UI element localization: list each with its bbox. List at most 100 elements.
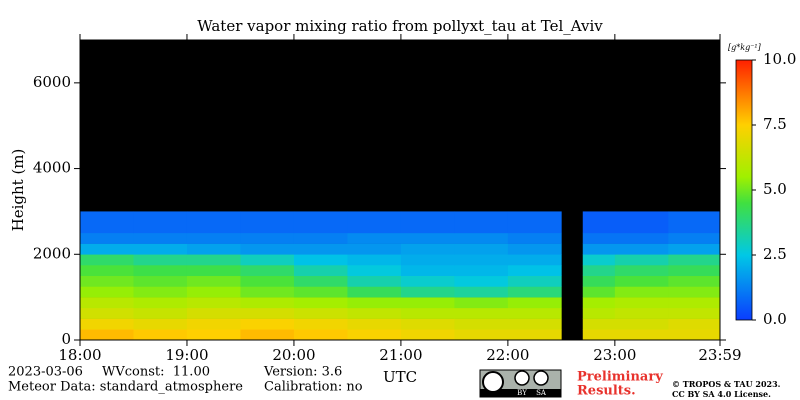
heatmap-cell [240,275,295,287]
heatmap-cell [454,307,509,319]
heatmap-cell [133,265,188,277]
heatmap-cell [507,297,562,309]
heatmap-cell [582,286,616,298]
chart-title: Water vapor mixing ratio from pollyxt_ta… [197,17,603,35]
y-tick-label: 4000 [33,159,71,177]
heatmap-cell [293,275,348,287]
preliminary: Results. [577,384,636,399]
heatmap-cell [133,232,188,244]
heatmap-cell [293,232,348,244]
heatmap-cell [186,254,241,266]
heatmap-cell [133,307,188,319]
heatmap-cell [507,329,562,341]
badge-sa: SA [536,389,547,397]
heatmap-cell [668,318,721,330]
copyright: © TROPOS & TAU 2023. [672,379,781,389]
heatmap-cell [347,265,402,277]
x-tick-label: 21:00 [379,346,422,364]
heatmap-cell [80,254,134,266]
heatmap-cell [80,265,134,277]
colorbar [735,59,753,321]
heatmap-cell [240,211,295,234]
heatmap-cell [400,254,455,266]
heatmap-cell [400,265,455,277]
heatmap-cell [582,275,616,287]
heatmap-cell [582,318,616,330]
heatmap-cell [614,265,669,277]
heatmap-cell [400,307,455,319]
heatmap-cell [614,243,669,255]
heatmap-cell [582,232,616,244]
footer-wvconst: WVconst: 11.00 [102,365,210,380]
heatmap-cell [347,254,402,266]
footer-date: 2023-03-06 [8,365,83,380]
heatmap-cell [507,211,562,234]
y-axis-label: Height (m) [9,149,27,232]
heatmap-cell [507,243,562,255]
heatmap-cell [133,286,188,298]
cc-badge: BY SA [479,369,562,398]
heatmap-cell [582,297,616,309]
heatmap-cell [614,307,669,319]
x-axis-label: UTC [383,368,417,386]
colorbar-label: [g*kg⁻¹] [728,43,762,52]
y-tick-label: 2000 [33,244,71,262]
heatmap-cell [614,286,669,298]
heatmap-cell [80,318,134,330]
heatmap-cell [133,254,188,266]
heatmap-cell [400,211,455,234]
heatmap-cell [240,243,295,255]
heatmap-cell [454,318,509,330]
heatmap-cell [186,318,241,330]
badge-by: BY [517,389,527,397]
heatmap-cell [507,275,562,287]
heatmap-cell [293,329,348,341]
heatmap-cell [454,232,509,244]
heatmap-cell [400,275,455,287]
copyright: CC BY SA 4.0 License. [672,389,771,399]
y-tick-label: 0 [61,330,71,348]
heatmap-cell [507,286,562,298]
heatmap-cell [454,275,509,287]
heatmap-cell [347,275,402,287]
x-tick-label: 23:00 [593,346,636,364]
heatmap-cell [80,211,134,234]
heatmap-cell [400,286,455,298]
preliminary: Preliminary [577,370,663,385]
heatmap-cell [614,318,669,330]
heatmap-cell [133,211,188,234]
heatmap-cell [400,329,455,341]
heatmap-cell [240,297,295,309]
heatmap-cell [668,232,721,244]
heatmap-cell [668,275,721,287]
heatmap-cell [582,254,616,266]
heatmap-cell [347,307,402,319]
heatmap-cell [454,211,509,234]
heatmap-cell [454,243,509,255]
colorbar-tick-label: 0.0 [763,310,787,328]
heatmap-cell [240,318,295,330]
heatmap-cell [186,211,241,234]
colorbar-tick-label: 2.5 [763,245,787,263]
heatmap-cell [186,297,241,309]
heatmap-cell [186,307,241,319]
heatmap-cell [347,211,402,234]
heatmap-cell [240,329,295,341]
heatmap-cell [614,232,669,244]
heatmap-cell [668,307,721,319]
heatmap-cell [80,275,134,287]
heatmap-cell [133,243,188,255]
heatmap-cell [133,297,188,309]
heatmap-cell [347,297,402,309]
heatmap-cell [454,265,509,277]
x-tick-label: 18:00 [58,346,101,364]
heatmap-cell [454,286,509,298]
colorbar-tick-label: 7.5 [763,115,787,133]
heatmap-cell [582,307,616,319]
heatmap-cell [582,211,616,234]
heatmap-cell [454,297,509,309]
heatmap-cell [400,243,455,255]
heatmap-cell [80,307,134,319]
heatmap-cell [400,297,455,309]
heatmap-cell [347,329,402,341]
